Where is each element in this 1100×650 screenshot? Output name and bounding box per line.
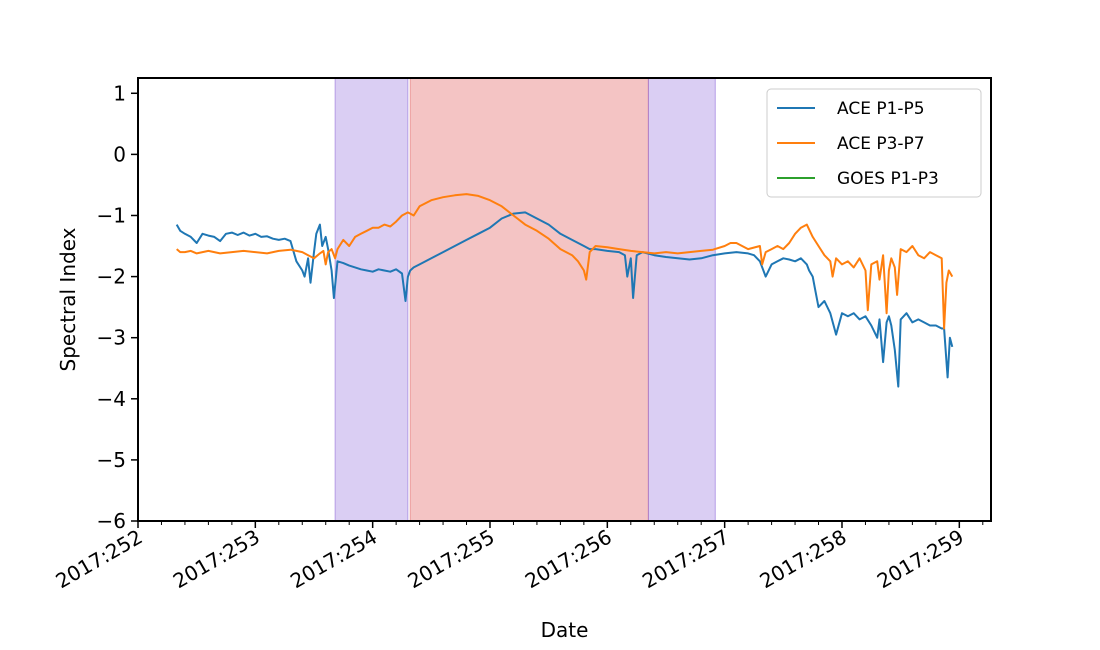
y-tick-label: −6 [97,509,126,533]
y-tick-label: 1 [113,81,126,105]
shaded-region-1 [334,77,409,522]
y-tick-label: 0 [113,142,126,166]
legend-label-2: ACE P3-P7 [837,134,925,154]
legend-label-1: ACE P1-P5 [837,99,925,119]
legend: ACE P1-P5 ACE P3-P7 GOES P1-P3 [766,88,982,198]
legend-label-3: GOES P1-P3 [837,169,939,189]
plot-frame [137,77,992,522]
y-axis: 1 0 −1 −2 −3 −4 −5 −6 [97,81,138,533]
legend-box [766,88,982,198]
shaded-region-2 [409,77,649,522]
y-tick-label: −3 [97,326,126,350]
y-tick-label: −5 [97,448,126,472]
series-line-2 [176,193,954,330]
series-line-1 [175,211,954,388]
y-tick-label: −1 [97,203,126,227]
x-axis-label: Date [541,618,589,642]
data-series [175,193,954,388]
y-tick-label: −2 [97,265,126,289]
shaded-region-3 [647,77,716,522]
y-tick-label: −4 [97,387,126,411]
y-axis-label: Spectral Index [56,227,80,371]
shaded-regions [334,77,716,522]
